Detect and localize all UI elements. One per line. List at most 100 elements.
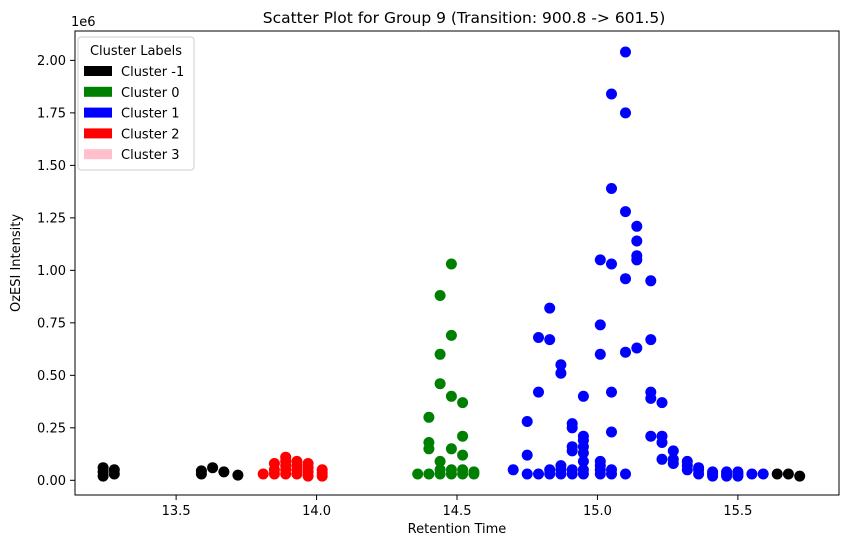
data-point-series-2-33: [594, 455, 606, 467]
y-axis-ticks: 0.00 0.25 0.50 0.75 1.00 1.25 1.50 1.75 2.00: [37, 54, 75, 489]
data-point-series-2-65: [667, 453, 679, 465]
data-point-series-1-23: [468, 466, 480, 478]
data-point-series-1-16: [445, 258, 457, 270]
data-point-series-2-48: [620, 107, 631, 119]
legend-label: Cluster 3: [121, 148, 180, 163]
y-tick-label: 1.25: [37, 211, 66, 226]
data-point-series-2-50: [631, 342, 643, 354]
data-point-series-2-63: [656, 397, 668, 409]
data-point-series-2-21: [566, 418, 578, 430]
data-point-series-0-9: [232, 469, 244, 481]
legend-label: Cluster -1: [121, 65, 184, 80]
data-point-series-1-8: [434, 378, 446, 390]
legend: Cluster Labels Cluster -1 Cluster 0 Cluste…: [77, 36, 195, 171]
y-tick-label: 0.25: [37, 421, 66, 436]
legend-swatch: [84, 149, 112, 160]
x-tick-label: 14.5: [443, 504, 472, 519]
legend-swatch: [84, 66, 112, 76]
data-point-series-3-19: [316, 464, 328, 476]
data-point-series-1-19: [457, 449, 469, 461]
x-tick-label: 14.0: [302, 504, 331, 519]
y-tick-label: 1.75: [37, 106, 66, 121]
data-point-series-2-66: [667, 445, 679, 457]
x-tick-label: 15.5: [723, 504, 752, 519]
data-point-series-2-36: [594, 254, 606, 266]
data-point-series-2-6: [533, 332, 544, 343]
data-point-series-2-81: [732, 466, 744, 478]
data-point-series-2-13: [555, 460, 567, 472]
data-point-series-2-60: [656, 453, 668, 465]
y-tick-label: 1.50: [37, 159, 66, 174]
data-point-series-2-52: [631, 250, 643, 262]
data-point-series-1-10: [434, 290, 446, 301]
data-point-series-1-14: [445, 390, 457, 402]
data-point-series-1-13: [445, 443, 457, 455]
data-point-series-2-10: [544, 302, 556, 314]
data-point-series-2-15: [555, 359, 567, 371]
data-point-series-2-54: [631, 220, 643, 232]
legend-label: Cluster 0: [121, 86, 180, 101]
data-point-series-2-5: [533, 386, 544, 398]
data-point-series-2-23: [577, 464, 589, 476]
data-point-series-3-16: [302, 458, 314, 469]
data-point-series-2-57: [645, 386, 657, 398]
data-point-series-1-15: [445, 329, 457, 341]
data-point-series-2-9: [544, 334, 556, 346]
y-tick-label: 1.00: [37, 264, 66, 279]
data-point-series-2-83: [757, 468, 769, 480]
data-point-series-1-1: [423, 468, 435, 480]
data-point-series-1-21: [457, 397, 469, 409]
data-point-series-2-39: [606, 426, 617, 438]
data-point-series-0-11: [782, 468, 794, 480]
data-point-series-3-8: [280, 451, 292, 463]
y-offset-label: 1e6: [71, 15, 96, 30]
legend-label: Cluster 2: [121, 127, 180, 142]
data-point-series-2-19: [566, 441, 578, 453]
data-point-series-2-28: [577, 430, 589, 442]
data-point-series-1-6: [434, 464, 446, 476]
data-point-series-2-0: [507, 464, 519, 476]
data-point-series-2-8: [544, 464, 556, 476]
data-point-series-2-41: [606, 258, 617, 270]
legend-label: Cluster 1: [121, 107, 180, 122]
data-point-series-1-18: [457, 464, 469, 476]
data-point-series-0-10: [771, 468, 783, 480]
data-point-series-2-40: [606, 386, 617, 398]
data-point-series-3-0: [257, 468, 269, 480]
data-point-series-2-43: [606, 88, 617, 100]
data-point-series-0-2: [97, 462, 109, 474]
x-axis-label: Retention Time: [408, 522, 507, 537]
data-point-series-2-72: [693, 462, 705, 474]
data-point-series-3-3: [268, 458, 280, 469]
x-tick-label: 13.5: [162, 504, 191, 519]
data-point-series-2-69: [681, 455, 693, 467]
data-point-series-2-49: [620, 46, 631, 58]
data-point-series-2-78: [721, 466, 733, 478]
y-tick-label: 2.00: [37, 54, 66, 69]
data-point-series-2-35: [594, 319, 606, 331]
data-point-series-0-6: [195, 465, 207, 477]
y-axis-label: OzESI Intensity: [9, 214, 24, 312]
data-point-series-2-38: [606, 464, 617, 476]
data-point-series-2-55: [645, 430, 657, 442]
data-point-series-2-2: [521, 449, 533, 461]
legend-swatch: [84, 107, 112, 118]
chart-title: Scatter Plot for Group 9 (Transition: 90…: [263, 9, 666, 27]
data-point-series-0-12: [794, 470, 806, 482]
data-point-series-2-45: [620, 346, 631, 358]
data-point-series-2-24: [577, 455, 589, 467]
data-point-series-2-1: [521, 468, 533, 480]
data-point-series-0-8: [218, 466, 230, 478]
x-tick-label: 15.0: [583, 504, 612, 519]
data-point-series-1-12: [445, 464, 457, 476]
y-tick-label: 0.50: [37, 369, 66, 384]
data-point-series-2-44: [620, 468, 631, 480]
data-point-series-2-34: [594, 348, 606, 360]
legend-swatch: [84, 128, 112, 139]
data-point-series-0-4: [108, 464, 120, 476]
data-point-series-2-47: [620, 206, 631, 218]
y-tick-label: 0.00: [37, 474, 66, 489]
data-point-series-2-82: [746, 468, 758, 480]
data-point-series-2-59: [645, 275, 657, 287]
data-point-series-3-12: [291, 455, 303, 467]
